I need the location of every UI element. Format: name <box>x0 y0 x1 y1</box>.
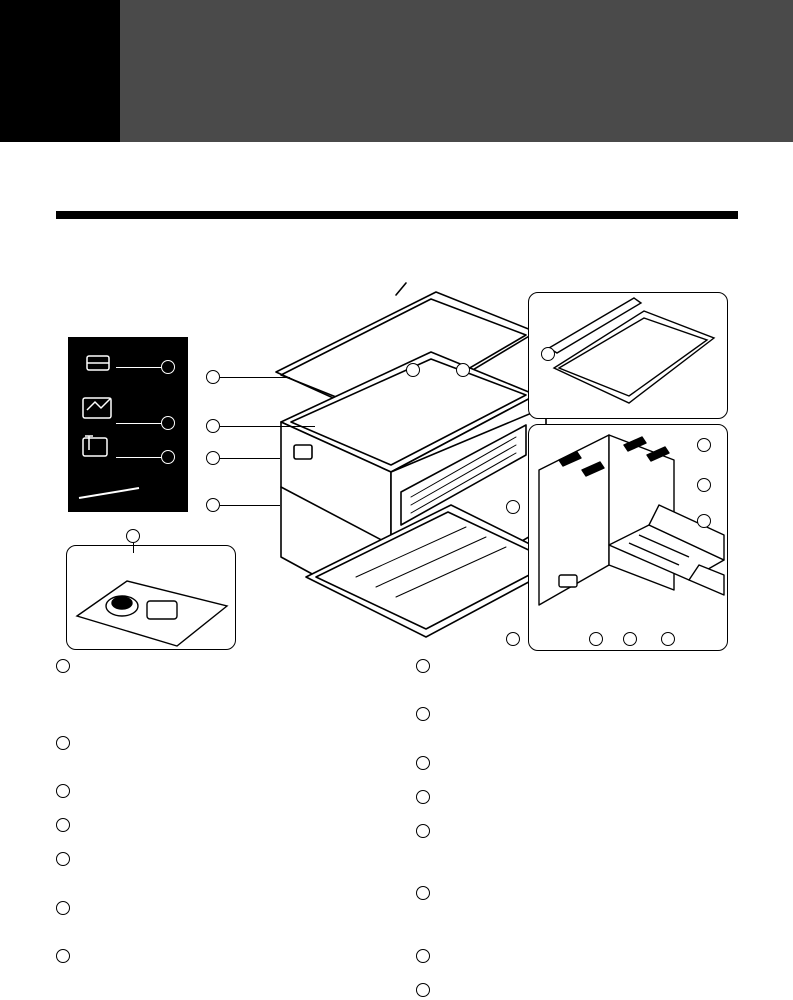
leader-line <box>220 458 280 459</box>
leader-line <box>220 377 290 378</box>
legend-bullet <box>416 707 430 721</box>
legend-text <box>70 900 81 915</box>
legend-bullet <box>56 852 70 866</box>
legend-bullet <box>56 736 70 750</box>
power-switch-art <box>67 546 237 651</box>
callout-circle <box>161 360 175 374</box>
header-black-block <box>0 0 120 142</box>
callout-circle <box>206 419 220 433</box>
bypass-inset-art <box>529 425 729 652</box>
leader-line <box>133 543 134 553</box>
callout-circle <box>623 632 637 646</box>
legend-bullet <box>416 659 430 673</box>
callout-circle <box>161 450 175 464</box>
legend-item <box>416 885 441 903</box>
section-title-bar <box>56 211 738 219</box>
callout-circle <box>697 514 711 528</box>
legend-bullet <box>56 901 70 915</box>
callout-circle <box>506 500 520 514</box>
callout-circle <box>589 632 603 646</box>
legend-text <box>430 658 441 673</box>
legend-bullet <box>416 886 430 900</box>
callout-circle <box>406 363 420 377</box>
callout-circle <box>206 451 220 465</box>
legend-item <box>416 982 441 1000</box>
parts-diagram <box>56 292 738 652</box>
leader-line <box>220 505 280 506</box>
callout-circle <box>541 347 555 361</box>
bypass-tray-inset <box>528 424 728 651</box>
callout-circle <box>206 498 220 512</box>
legend-item <box>56 851 81 869</box>
legend-text <box>70 948 81 963</box>
legend-text <box>430 789 441 804</box>
callout-circle <box>697 478 711 492</box>
callout-circle <box>506 632 520 646</box>
legend-text <box>430 885 441 900</box>
callout-circle <box>206 370 220 384</box>
legend-item <box>56 900 81 918</box>
legend-bullet <box>56 949 70 963</box>
legend-bullet <box>416 824 430 838</box>
legend-bullet <box>56 784 70 798</box>
legend-item <box>416 948 441 966</box>
legend-text <box>70 735 81 750</box>
legend-text <box>430 755 441 770</box>
glass-inset-art <box>529 293 729 420</box>
callout-circle <box>697 438 711 452</box>
legend-item <box>416 706 441 724</box>
legend-text <box>70 658 81 673</box>
leader-line <box>220 426 315 427</box>
legend-item <box>416 823 441 841</box>
callout-circle <box>456 363 470 377</box>
legend-bullet <box>416 756 430 770</box>
legend-item <box>416 755 441 773</box>
document-glass-inset <box>528 292 728 419</box>
legend-text <box>430 948 441 963</box>
callout-circle <box>661 632 675 646</box>
legend-text <box>70 783 81 798</box>
legend-item <box>416 789 441 807</box>
legend-item <box>56 783 81 801</box>
legend-text <box>430 823 441 838</box>
leader-line <box>116 367 161 368</box>
legend-item <box>56 817 81 835</box>
callout-circle <box>161 416 175 430</box>
legend-item <box>416 658 441 676</box>
legend-text <box>70 851 81 866</box>
legend-text <box>70 817 81 832</box>
legend-bullet <box>56 659 70 673</box>
legend-bullet <box>416 949 430 963</box>
leader-line <box>116 423 161 424</box>
legend-bullet <box>416 790 430 804</box>
power-switch-inset <box>66 545 236 650</box>
callout-circle <box>126 529 140 543</box>
legend-bullet <box>56 818 70 832</box>
legend-text <box>430 706 441 721</box>
legend-item <box>56 658 81 676</box>
legend-item <box>56 948 81 966</box>
legend-item <box>56 735 81 753</box>
leader-line <box>116 457 161 458</box>
